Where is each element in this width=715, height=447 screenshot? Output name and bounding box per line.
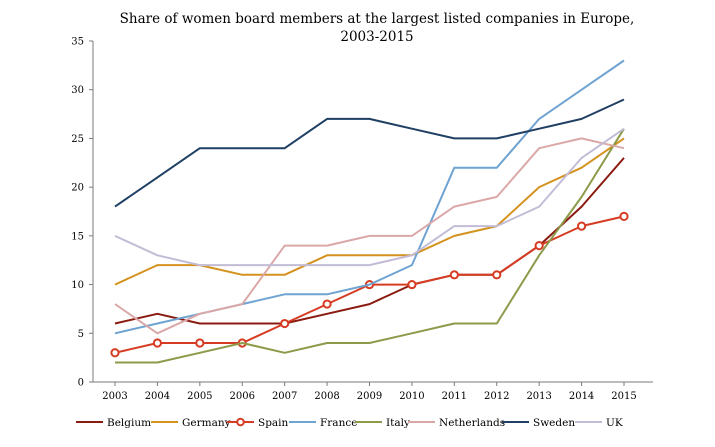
legend-item-italy: Italy [355,417,410,429]
x-tick-label: 2004 [145,391,170,402]
data-point-spain [576,221,587,231]
x-tick-label: 2003 [102,391,127,402]
series-netherlands [114,137,625,335]
series-line-netherlands [114,137,625,335]
legend-label: France [320,417,357,429]
data-point-spain [322,299,332,309]
data-point-spain [534,241,544,251]
x-tick-label: 2007 [272,391,297,402]
series-italy [115,128,625,364]
legend-item-germany: Germany [151,417,231,429]
plot-area [110,59,629,364]
legend-label: Germany [182,417,231,429]
legend-label: Netherlands [439,417,505,429]
series-line-italy [115,128,625,364]
y-tick-label: 0 [78,378,84,389]
chart-title-line-1: Share of women board members at the larg… [120,11,635,27]
legend-item-uk: UK [575,417,623,429]
series-line-sweden [114,98,625,208]
y-tick-label: 35 [71,37,84,48]
data-point-spain [280,318,290,329]
y-tick-label: 10 [71,280,84,291]
x-tick-label: 2006 [230,391,255,402]
series-line-uk [114,127,625,267]
x-tick-label: 2005 [187,391,212,402]
data-point-spain [407,279,417,290]
legend-marker [236,417,245,427]
data-point-spain [195,338,205,348]
y-tick-label: 25 [71,134,84,145]
legend-label: Spain [258,417,289,429]
data-point-spain [110,348,120,358]
x-tick-label: 2015 [611,391,636,402]
x-tick-label: 2012 [484,391,509,402]
chart-title-line-2: 2003-2015 [340,29,413,45]
legend-label: Sweden [533,417,575,429]
x-tick-label: 2010 [399,391,424,402]
x-tick-label: 2013 [526,391,551,402]
x-tick-label: 2014 [569,391,594,402]
y-tick-label: 20 [71,183,84,194]
y-tick-label: 15 [71,231,84,242]
data-point-spain [492,270,502,280]
series-uk [114,127,625,267]
legend-item-netherlands: Netherlands [408,417,505,429]
series-sweden [114,98,625,208]
legend-item-france: France [289,417,357,429]
legend-label: Italy [386,417,410,429]
y-tick-label: 5 [78,329,84,340]
legend: Belgium Germany Spain France Italy Netherland… [76,417,623,429]
legend-item-spain: Spain [227,417,289,429]
legend-item-sweden: Sweden [502,417,575,429]
legend-item-belgium: Belgium [76,417,151,429]
legend-label: UK [606,417,623,429]
y-tick-label: 30 [71,85,84,96]
legend-label: Belgium [107,417,151,429]
x-tick-label: 2008 [314,391,339,402]
data-point-spain [449,270,459,280]
x-tick-label: 2009 [357,391,382,402]
data-point-spain [152,338,163,348]
data-point-spain [619,211,629,221]
axes: 0 5 10 15 20 25 30 35 2003 2004 2005 2006 2007 2008 20… [71,37,653,402]
x-tick-label: 2011 [442,391,467,402]
